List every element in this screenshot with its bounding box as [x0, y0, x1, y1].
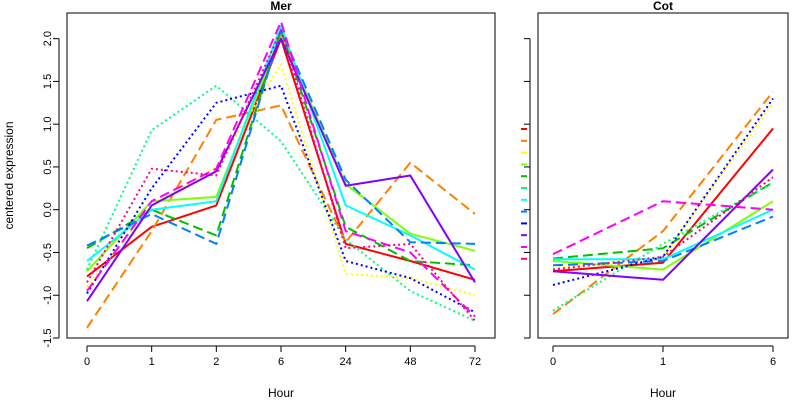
x-tick-label: 6 [278, 356, 284, 368]
series-line-12 [552, 176, 774, 271]
series-line-11 [86, 20, 476, 318]
chart-title: Mer [270, 0, 292, 13]
x-tick-label: 24 [340, 356, 352, 368]
series-line-12 [86, 29, 476, 322]
x-tick-label: 1 [149, 356, 155, 368]
series-line-7 [86, 24, 476, 271]
chart-panel-cot: Cot 0 1 6 Hour [524, 0, 789, 400]
x-axis-label: Hour [268, 386, 294, 400]
series-line-7 [553, 208, 774, 261]
plot-frame [66, 12, 496, 339]
x-tick-label: 1 [660, 356, 666, 368]
y-tick-label: 1.0 [42, 117, 54, 132]
series-line-2 [552, 91, 774, 315]
plot-frame [537, 12, 789, 339]
series-line-10 [86, 37, 476, 302]
y-tick-label: -1.5 [42, 329, 54, 348]
x-tick-label: 2 [213, 356, 219, 368]
y-tick-label: -0.5 [42, 243, 54, 262]
series-line-8 [86, 29, 476, 247]
x-axis: 0 1 2 6 24 48 72 [84, 345, 481, 368]
y-tick-label: 0.5 [42, 159, 54, 174]
series-line-1 [552, 127, 774, 273]
x-tick-label: 48 [404, 356, 416, 368]
chart-title: Cot [653, 0, 673, 13]
x-tick-label: 0 [550, 356, 556, 368]
series-line-8 [552, 215, 774, 267]
series-line-3 [86, 63, 476, 297]
x-tick-label: 0 [84, 356, 90, 368]
y-tick-label: 2.0 [42, 31, 54, 46]
x-tick-label: 6 [770, 356, 776, 368]
series-line-9 [86, 84, 476, 314]
y-axis: -1.5 -1.0 -0.5 0.0 0.5 1.0 1.5 2.0 [42, 31, 60, 348]
x-axis-label: Hour [650, 386, 676, 400]
series-line-3 [552, 102, 774, 269]
series-line-6 [86, 84, 476, 322]
series-line-2 [86, 104, 476, 329]
chart-panel-mer: Mer 0 1 2 6 24 48 72 Hour -1.5 -1.0 -0.5 0.0 0.5 1.0 1.… [2, 0, 496, 400]
series-line-5 [552, 181, 774, 260]
series-line-11 [552, 200, 774, 256]
series-group [552, 91, 774, 315]
x-axis: 0 1 6 [550, 345, 776, 368]
y-tick-label: -1.0 [42, 286, 54, 305]
x-tick-label: 72 [469, 356, 481, 368]
y-axis-label: centered expression [2, 121, 16, 229]
legend [521, 128, 527, 260]
series-group [86, 20, 476, 329]
series-line-4 [86, 33, 476, 272]
series-line-1 [86, 37, 476, 281]
y-tick-label: 0.0 [42, 202, 54, 217]
y-tick-label: 1.5 [42, 74, 54, 89]
y-axis [524, 38, 531, 339]
